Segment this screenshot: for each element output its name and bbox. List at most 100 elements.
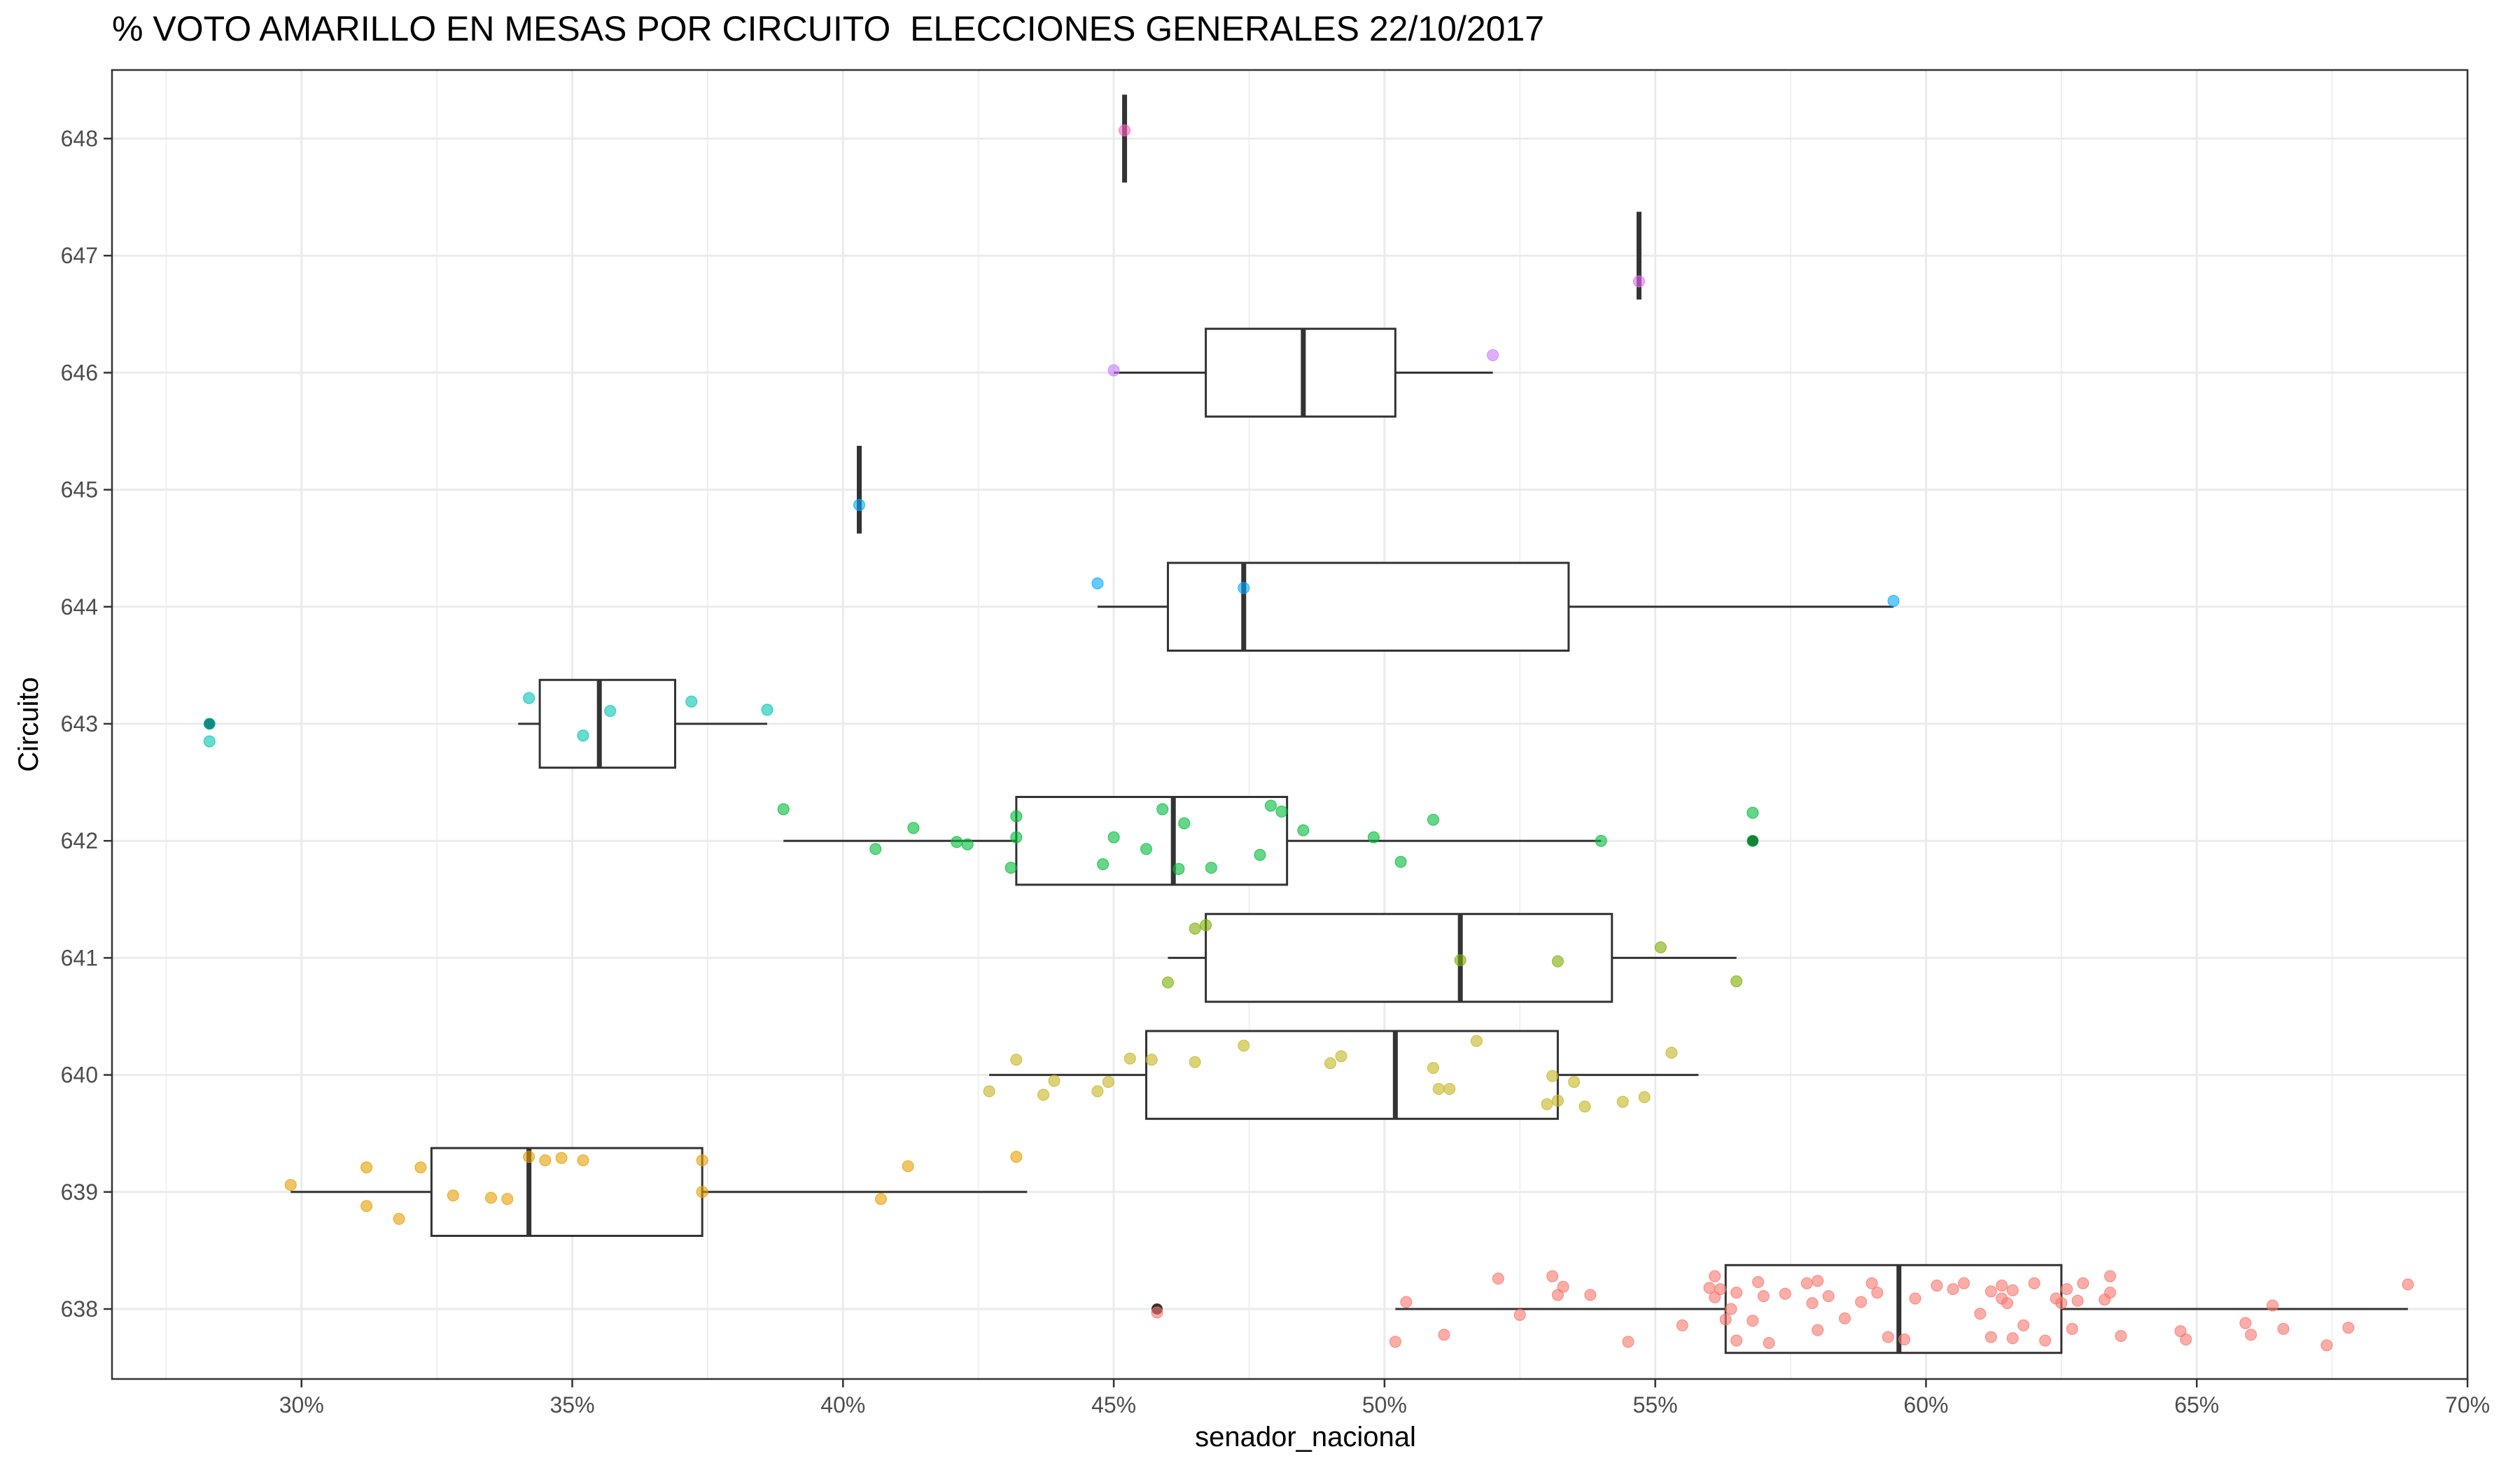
jitter-point — [1654, 941, 1667, 953]
jitter-point — [1400, 1296, 1413, 1308]
x-tick-label: 55% — [1633, 1392, 1678, 1418]
jitter-point — [2006, 1332, 2019, 1345]
x-tick-label: 50% — [1362, 1392, 1407, 1418]
box-iqr — [538, 678, 677, 769]
jitter-point — [393, 1212, 405, 1225]
jitter-point — [523, 1151, 536, 1163]
jitter-point — [1492, 1273, 1504, 1285]
jitter-point — [1974, 1308, 1987, 1320]
jitter-point — [1010, 810, 1023, 822]
jitter-point — [951, 836, 963, 848]
jitter-point — [1097, 858, 1110, 871]
jitter-point — [2017, 1319, 2030, 1331]
jitter-point — [1746, 834, 1759, 847]
jitter-point — [1205, 862, 1217, 874]
x-tick-label: 60% — [1903, 1392, 1948, 1418]
jitter-point — [1335, 1050, 1348, 1063]
boxplot-646 — [1114, 328, 1493, 418]
jitter-point — [1855, 1296, 1868, 1308]
jitter-point — [1546, 1070, 1559, 1082]
jitter-point — [501, 1193, 514, 1205]
jitter-point — [1730, 1334, 1743, 1347]
x-tick-label: 65% — [2174, 1392, 2219, 1418]
jitter-point — [523, 692, 536, 704]
jitter-point — [1389, 1336, 1401, 1348]
jitter-point — [203, 735, 216, 748]
jitter-point — [2061, 1283, 2073, 1296]
jitter-point — [1161, 976, 1174, 989]
jitter-point — [1632, 275, 1645, 288]
jitter-point — [1730, 1287, 1743, 1299]
jitter-point — [1812, 1324, 1824, 1336]
jitter-point — [1719, 1313, 1732, 1326]
box-iqr — [1145, 1030, 1559, 1120]
y-tick-label: 641 — [61, 945, 98, 970]
x-tick-label: 30% — [279, 1392, 324, 1418]
y-tick-label: 644 — [61, 594, 98, 620]
box-iqr — [1724, 1264, 2063, 1354]
jitter-point — [1102, 1076, 1114, 1088]
x-axis: 30% 35% 40% 45% 50% 55% 60% 65% 70% — [279, 1379, 2490, 1418]
jitter-point — [604, 705, 617, 718]
jitter-point — [539, 1154, 552, 1167]
jitter-point — [577, 1154, 589, 1167]
jitter-point — [1091, 1085, 1104, 1098]
jitter-point — [1254, 848, 1266, 861]
jitter-point — [2267, 1299, 2279, 1312]
boxplot-638 — [1151, 1264, 2408, 1354]
jitter-point — [1394, 855, 1407, 868]
jitter-point — [577, 729, 589, 742]
jitter-point — [874, 1193, 887, 1205]
jitter-point — [1676, 1319, 1688, 1331]
jitter-point — [1238, 582, 1250, 594]
chart-title: % VOTO AMARILLO EN MESAS POR CIRCUITO EL… — [112, 9, 1545, 48]
jitter-point — [1048, 1074, 1060, 1087]
jitter-point — [447, 1189, 459, 1202]
jitter-point — [1367, 831, 1380, 844]
jitter-point — [1882, 1331, 1894, 1343]
jitter-point — [1551, 955, 1564, 967]
jitter-point — [1189, 923, 1201, 935]
x-tick-label: 40% — [820, 1392, 865, 1418]
jitter-point — [983, 1085, 995, 1098]
jitter-point — [1887, 594, 1900, 607]
jitter-point — [1616, 1096, 1629, 1108]
jitter-point — [907, 822, 920, 834]
y-tick-label: 643 — [61, 711, 98, 736]
jitter-point — [1470, 1035, 1483, 1047]
jitter-point — [1752, 1276, 1765, 1289]
jitter-point — [1546, 1270, 1559, 1282]
jitter-point — [1037, 1088, 1050, 1101]
y-tick-label: 639 — [61, 1180, 98, 1205]
jitter-point — [1665, 1046, 1678, 1059]
y-axis: 638 639 640 641 642 643 644 645 646 647 648 — [61, 126, 112, 1322]
jitter-point — [1638, 1091, 1651, 1103]
jitter-point — [685, 695, 698, 708]
jitter-point — [360, 1200, 373, 1212]
jitter-point — [1107, 364, 1120, 377]
jitter-point — [484, 1191, 497, 1204]
jitter-point — [1568, 1076, 1581, 1088]
jitter-point — [1454, 954, 1466, 967]
boxplot-641 — [1168, 913, 1737, 1003]
x-tick-label: 45% — [1091, 1392, 1136, 1418]
boxplot-639 — [290, 1147, 1028, 1237]
boxplot-642 — [783, 796, 1758, 886]
jitter-point — [1124, 1052, 1136, 1065]
jitter-point — [1909, 1292, 1921, 1305]
jitter-point — [1709, 1270, 1721, 1282]
x-axis-title: senador_nacional — [1195, 1422, 1416, 1452]
jitter-point — [2006, 1284, 2019, 1296]
jitter-point — [203, 718, 216, 730]
jitter-point — [902, 1160, 914, 1172]
jitter-point — [2115, 1329, 2127, 1342]
jitter-point — [1838, 1312, 1851, 1324]
jitter-point — [555, 1152, 568, 1164]
jitter-point — [1984, 1285, 1997, 1298]
x-tick-label: 70% — [2445, 1392, 2490, 1418]
jitter-point — [961, 838, 974, 850]
y-tick-label: 647 — [61, 243, 98, 268]
jitter-point — [1297, 824, 1310, 836]
jitter-point — [853, 498, 866, 511]
jitter-point — [1958, 1277, 1970, 1289]
